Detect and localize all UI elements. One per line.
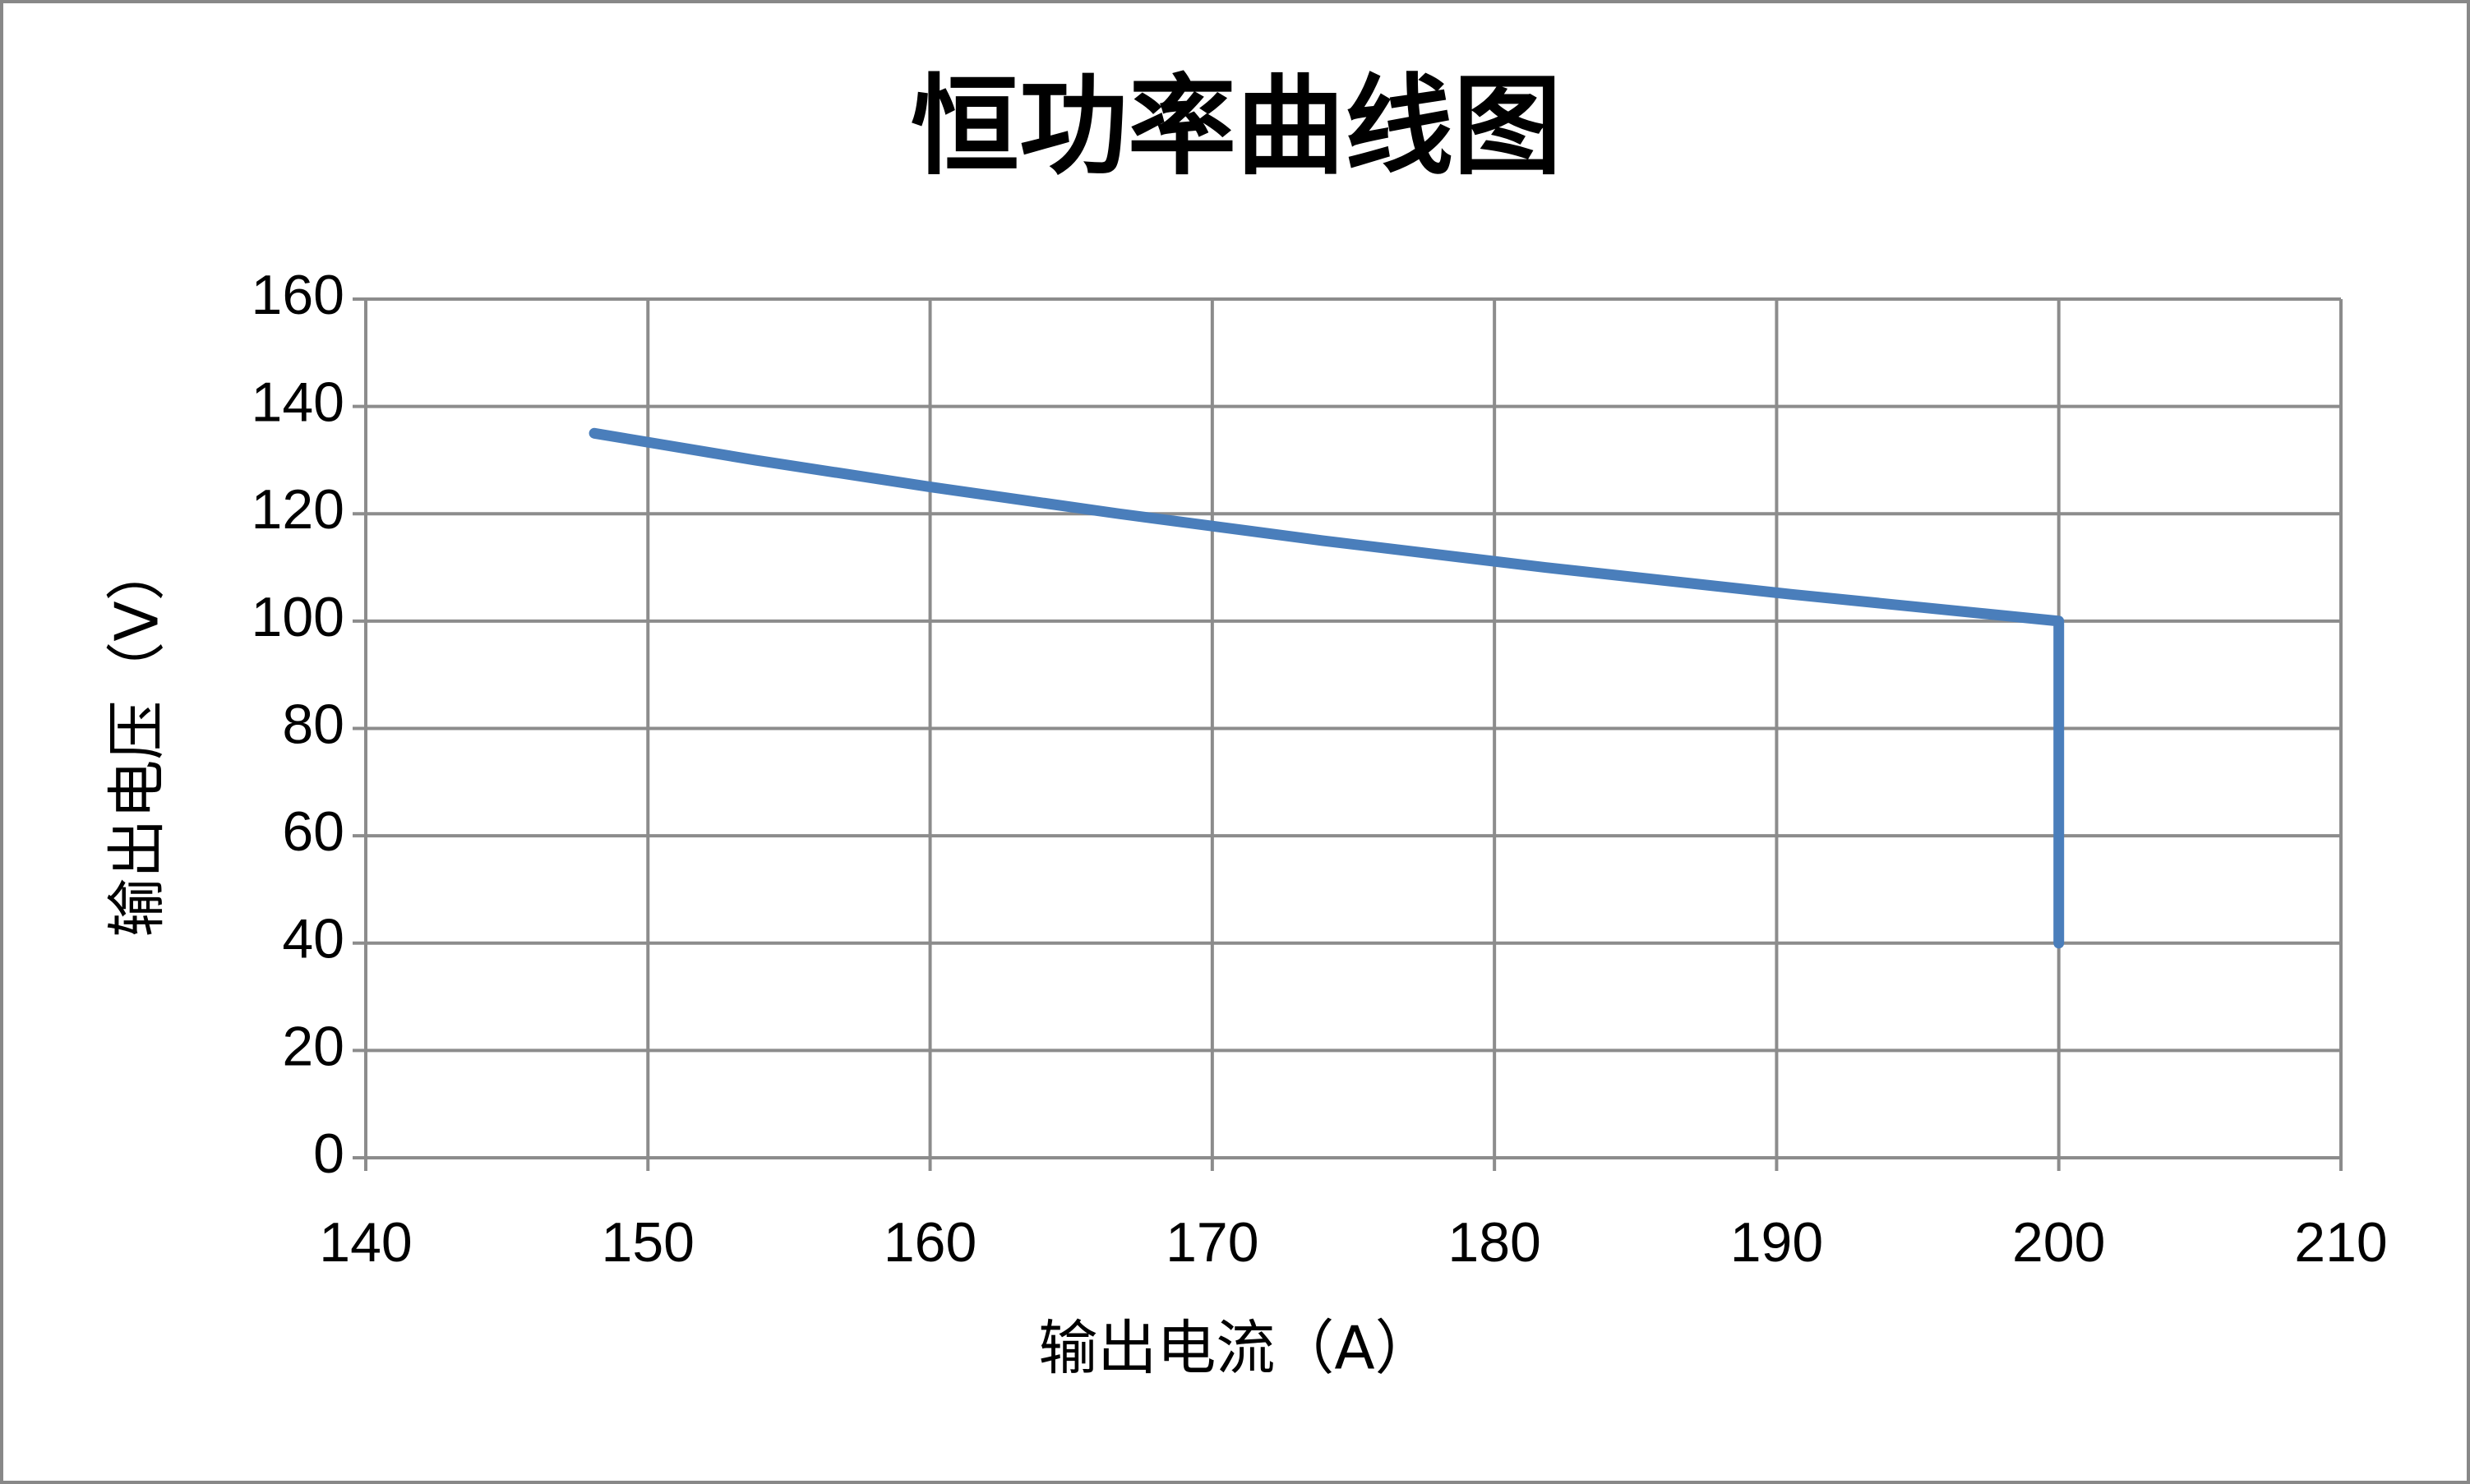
x-tick-label: 210 xyxy=(2294,1211,2387,1274)
x-tick-label: 150 xyxy=(602,1211,695,1274)
y-tick-label: 120 xyxy=(252,478,344,541)
y-axis-label: 输出电压（V） xyxy=(103,542,172,937)
y-tick-label: 140 xyxy=(252,371,344,434)
y-tick-label: 20 xyxy=(282,1015,344,1077)
y-tick-label: 80 xyxy=(282,693,344,755)
x-axis-label: 输出电流（A） xyxy=(1038,1314,1434,1383)
y-tick-label: 40 xyxy=(282,908,344,970)
data-line xyxy=(589,427,2065,949)
y-tick-label: 100 xyxy=(252,586,344,648)
x-tick-label: 190 xyxy=(1730,1211,1823,1274)
y-tick-label: 160 xyxy=(252,264,344,326)
x-tick-label: 160 xyxy=(884,1211,976,1274)
chart-title: 恒功率曲线图 xyxy=(911,63,1562,191)
x-tick-label: 200 xyxy=(2012,1211,2105,1274)
x-tick-label: 180 xyxy=(1447,1211,1540,1274)
x-tick-label: 140 xyxy=(319,1211,412,1274)
y-tick-label: 0 xyxy=(313,1122,344,1185)
y-tick-label: 60 xyxy=(282,800,344,863)
x-tick-label: 170 xyxy=(1166,1211,1258,1274)
